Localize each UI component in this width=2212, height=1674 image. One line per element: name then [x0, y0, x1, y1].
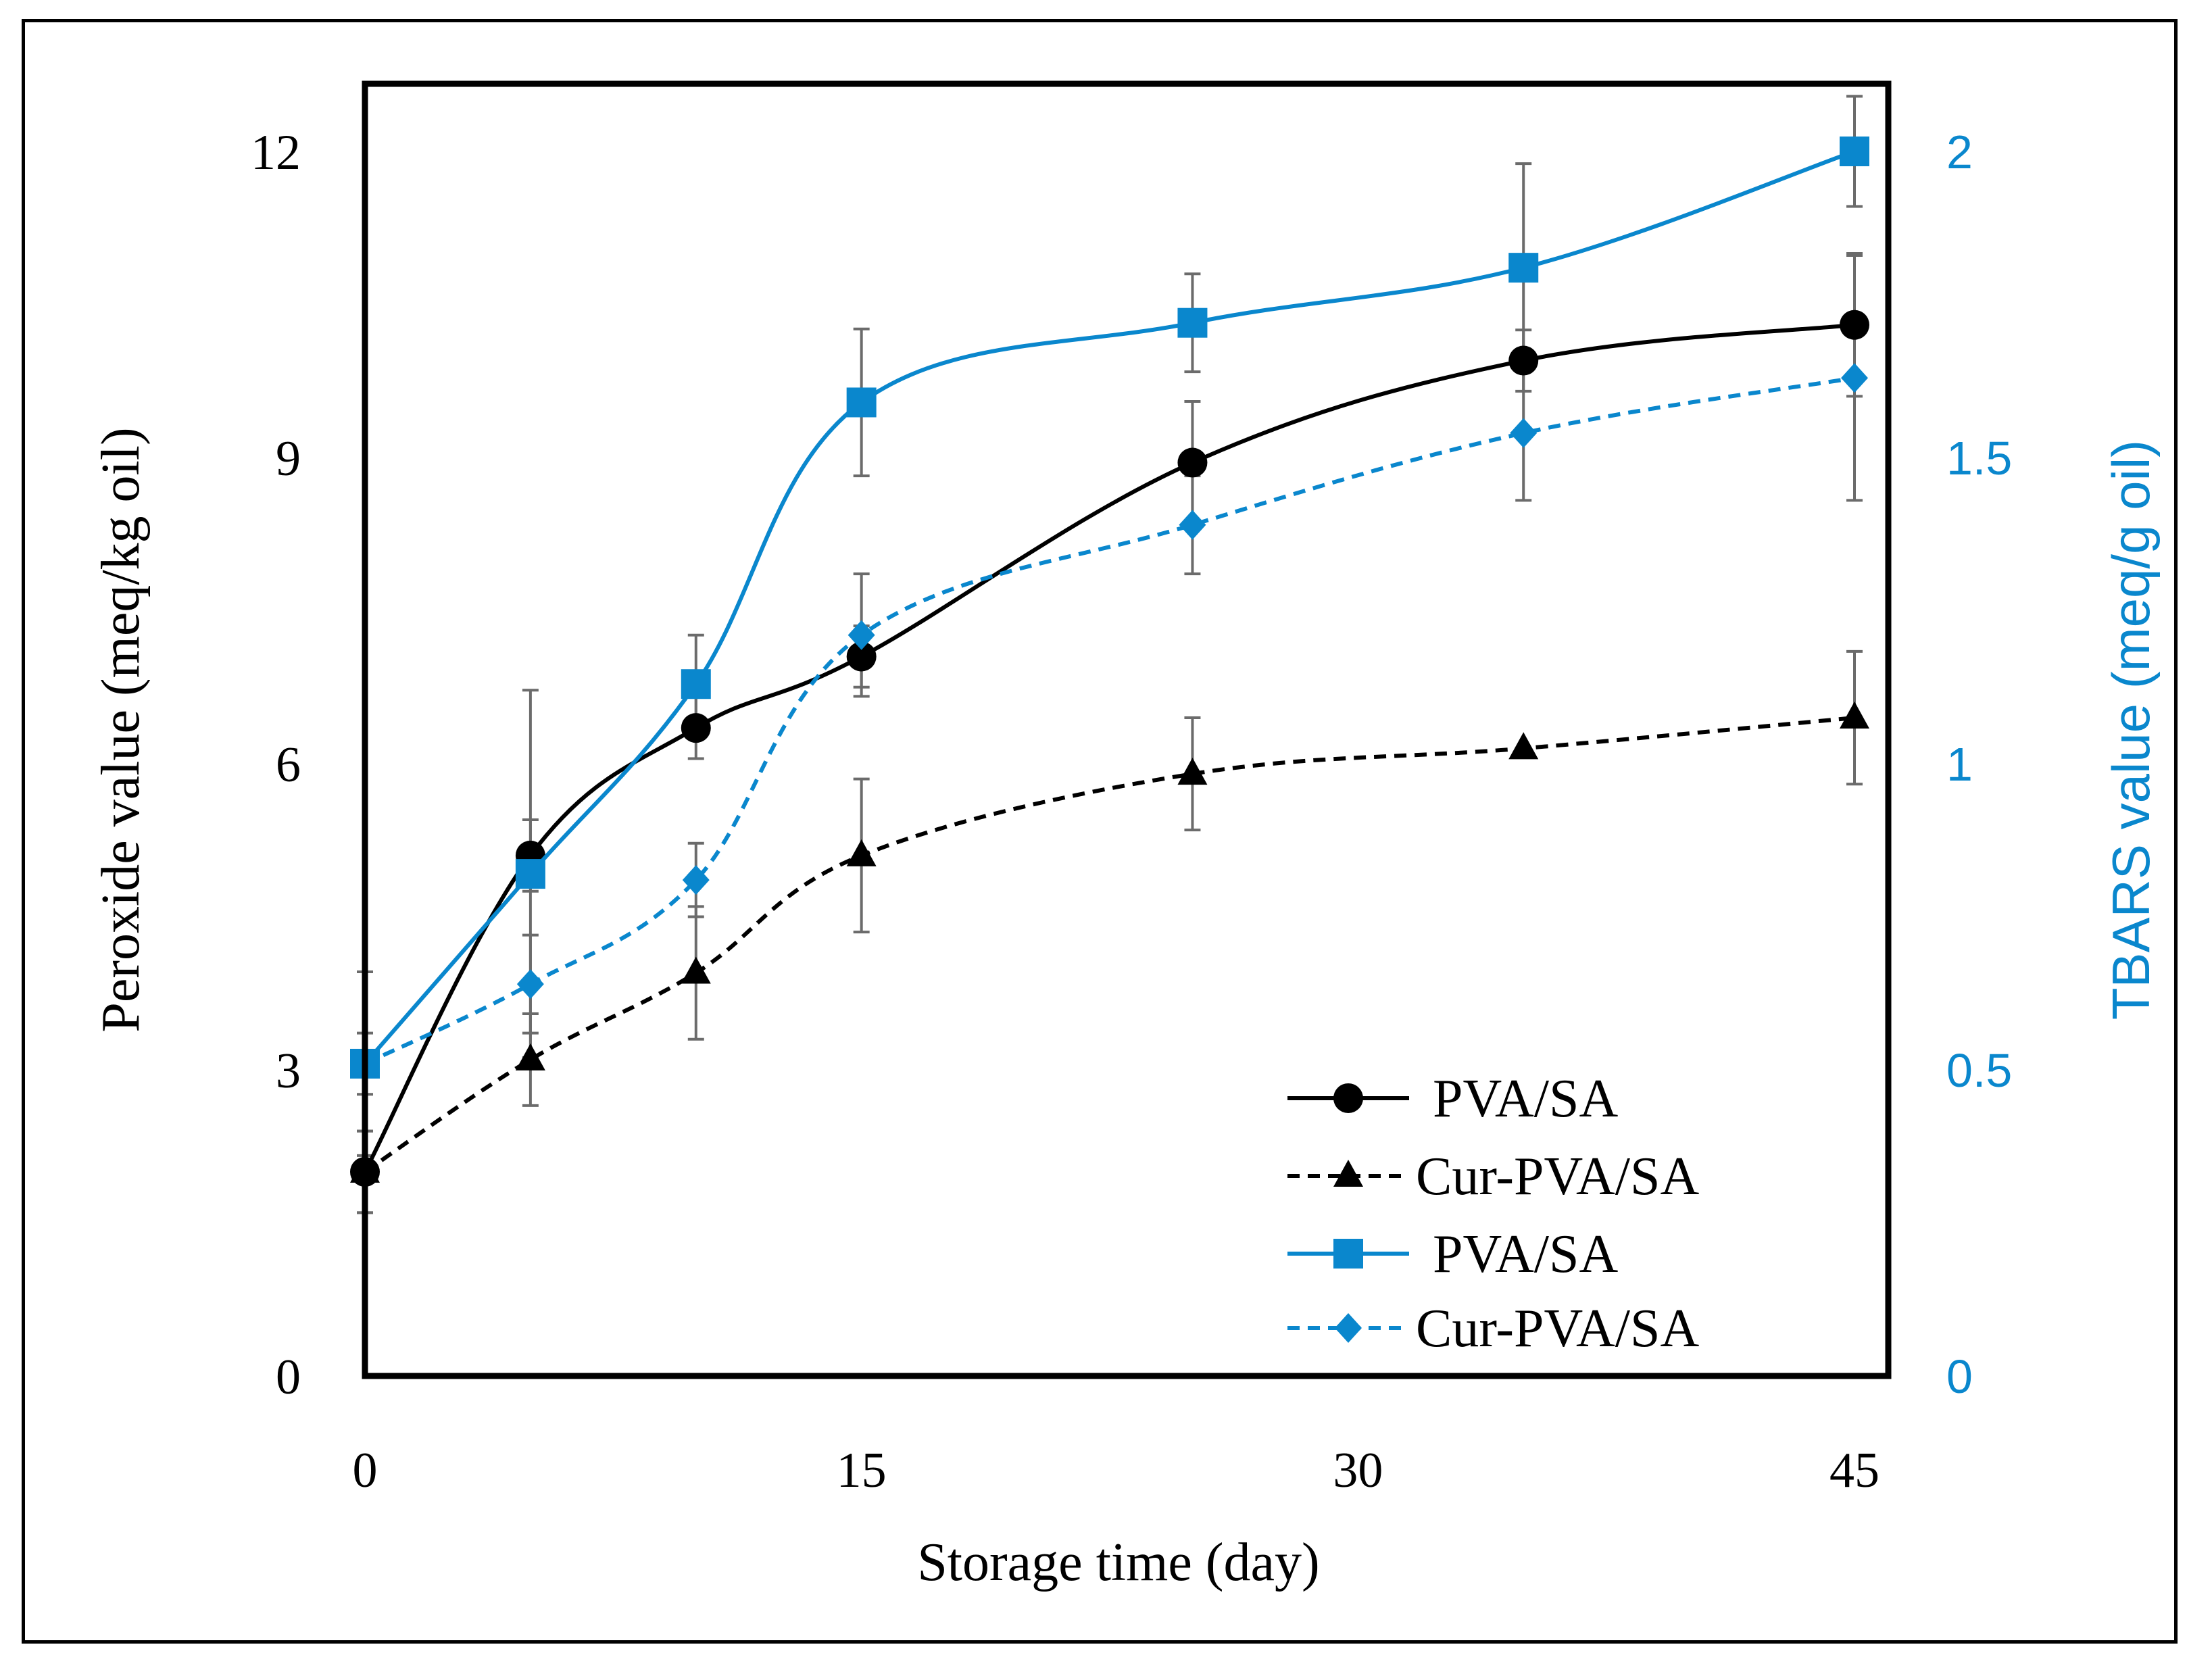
legend-label-1: PVA/SA — [1433, 1069, 1618, 1129]
data-point-series-2 — [1177, 758, 1208, 785]
data-point-series-4 — [516, 969, 544, 1000]
series-line-4 — [364, 376, 1855, 1066]
y-right-tick-label: 1 — [1946, 738, 1973, 791]
legend-marker-2 — [1333, 1160, 1363, 1187]
x-tick-label: 0 — [353, 1443, 378, 1498]
y-right-tick-label: 1.5 — [1946, 432, 2012, 485]
data-point-series-1 — [846, 641, 877, 672]
data-point-series-4 — [847, 620, 875, 650]
y-right-tick-label: 0.5 — [1946, 1044, 2012, 1097]
y-axis-right-title: TBARS value (meq/g oil) — [2101, 440, 2161, 1020]
x-tick-label: 30 — [1333, 1443, 1383, 1498]
legend-marker-3 — [1333, 1239, 1363, 1269]
y-axis-left-title: Peroxide value (meq/kg oil) — [91, 427, 151, 1032]
data-point-series-2 — [1840, 701, 1869, 729]
x-tick-label: 45 — [1829, 1443, 1879, 1498]
legend-label-2: Cur-PVA/SA — [1416, 1147, 1699, 1206]
legend: PVA/SA Cur-PVA/SA PVA/SA Cur-PVA/SA — [1287, 1069, 1699, 1358]
data-point-series-1 — [1508, 345, 1539, 376]
y-left-tick-label: 9 — [276, 431, 301, 487]
plot-area-border — [362, 80, 1892, 1379]
data-point-series-1 — [1840, 310, 1869, 340]
data-point-series-4 — [1510, 418, 1538, 448]
data-point-series-1 — [681, 713, 711, 743]
data-point-series-3 — [1508, 253, 1539, 283]
legend-marker-4 — [1335, 1313, 1362, 1343]
data-point-series-3 — [1840, 137, 1869, 166]
data-point-series-2 — [846, 839, 877, 866]
series-line-3 — [363, 149, 1855, 1065]
y-right-tick-label: 0 — [1946, 1350, 1973, 1403]
data-point-series-3 — [515, 859, 545, 889]
data-point-series-1 — [1177, 447, 1208, 478]
y-left-tick-label: 6 — [276, 737, 301, 793]
data-point-series-2 — [515, 1043, 545, 1070]
x-tick-label: 15 — [837, 1443, 887, 1498]
y-left-tick-label: 12 — [251, 125, 301, 180]
legend-label-3: PVA/SA — [1433, 1225, 1618, 1284]
data-point-series-2 — [1508, 732, 1539, 760]
legend-marker-1 — [1333, 1083, 1363, 1113]
legend-label-4: Cur-PVA/SA — [1416, 1299, 1699, 1358]
y-right-tick-label: 2 — [1946, 126, 1973, 178]
y-left-tick-label: 3 — [276, 1043, 301, 1099]
data-point-series-3 — [1177, 307, 1208, 338]
data-point-series-4 — [1841, 363, 1868, 393]
figure-frame — [22, 19, 2178, 1644]
data-point-series-4 — [682, 865, 710, 895]
data-point-series-3 — [846, 387, 877, 418]
series-line-2 — [364, 716, 1855, 1174]
data-point-series-4 — [1179, 510, 1206, 540]
data-point-series-3 — [681, 669, 711, 699]
series-line-1 — [363, 322, 1855, 1173]
data-point-series-2 — [681, 956, 711, 984]
y-left-tick-label: 0 — [276, 1350, 301, 1405]
x-axis-title: Storage time (day) — [917, 1533, 1319, 1592]
